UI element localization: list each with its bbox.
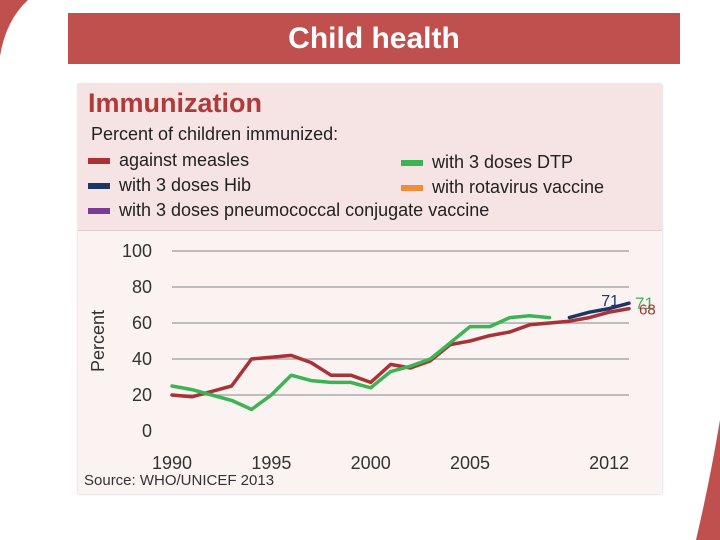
legend-swatch-measles (88, 157, 110, 164)
corner-decoration (0, 0, 28, 56)
chart-title: Immunization (88, 88, 262, 118)
y-tick-label-0: 0 (142, 421, 152, 441)
annotation-hib-end: 71 (601, 293, 619, 310)
line-chart: 0 20 40 60 80 100 Percent 1990 1995 2000 2005 2012 7… (88, 241, 656, 473)
legend-swatch-hib (88, 182, 110, 189)
legend-swatch-dtp (401, 159, 423, 166)
legend-item-measles: against measles (88, 150, 249, 171)
series-line-against-measles (170, 306, 631, 399)
legend-swatch-pcv (88, 207, 110, 214)
chart-subtitle: Percent of children immunized: (91, 124, 339, 144)
legend-swatch-rotavirus (401, 184, 423, 191)
slide-title: Child health (68, 13, 680, 64)
legend-item-pcv: with 3 doses pneumococcal conjugate vacc… (88, 200, 489, 221)
legend-label-pcv: with 3 doses pneumococcal conjugate vacc… (119, 200, 490, 220)
y-tick-label-60: 60 (132, 313, 152, 333)
legend-item-rotavirus: with rotavirus vaccine (401, 177, 604, 198)
y-tick-label-100: 100 (122, 241, 152, 261)
y-axis-label: Percent (88, 310, 108, 372)
x-tick-label-2005: 2005 (450, 453, 490, 473)
x-tick-label-2000: 2000 (351, 453, 391, 473)
y-tick-label-40: 40 (132, 349, 152, 369)
legend-label-measles: against measles (119, 150, 250, 170)
y-tick-label-20: 20 (132, 385, 152, 405)
y-tick-label-80: 80 (132, 277, 152, 297)
legend-item-dtp: with 3 doses DTP (401, 152, 573, 173)
series-line-with-3-doses-hib (567, 301, 631, 320)
x-tick-label-2012: 2012 (589, 453, 629, 473)
corner-decoration (696, 420, 720, 540)
x-tick-label-1990: 1990 (152, 453, 192, 473)
annotation-measles-end: 68 (639, 302, 656, 319)
chart-panel: Immunization Percent of children immuniz… (78, 84, 662, 494)
legend-item-hib: with 3 doses Hib (88, 175, 251, 196)
x-tick-label-1995: 1995 (251, 453, 291, 473)
legend-label-dtp: with 3 doses DTP (432, 152, 574, 172)
legend-label-rotavirus: with rotavirus vaccine (432, 177, 605, 197)
legend-label-hib: with 3 doses Hib (119, 175, 252, 195)
annotation-dtp-end: 71 (635, 294, 654, 313)
chart-source: Source: WHO/UNICEF 2013 (84, 472, 275, 489)
series-line-with-3-doses-dtp (170, 314, 552, 412)
chart-legend-box: Immunization Percent of children immuniz… (78, 84, 662, 231)
